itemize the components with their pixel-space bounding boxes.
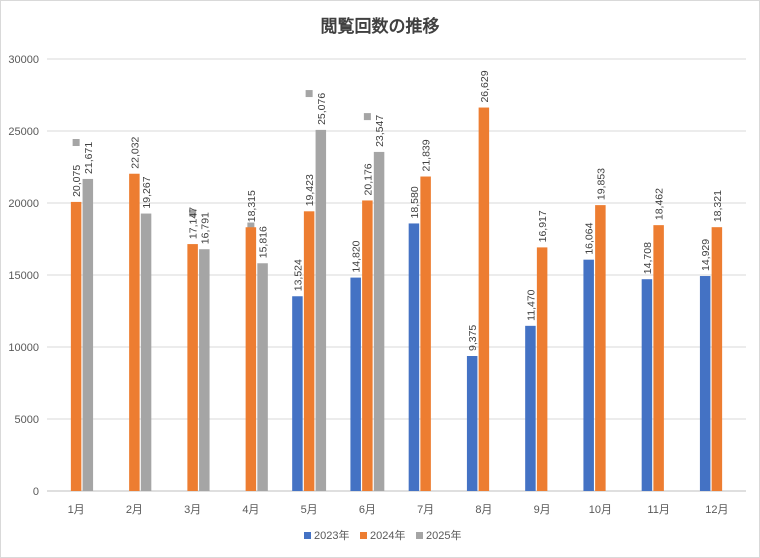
- legend-swatch: [360, 532, 367, 539]
- data-label: 18,580: [409, 186, 421, 218]
- bar: [257, 263, 268, 491]
- data-label: 20,075: [71, 165, 83, 197]
- y-tick-label: 15000: [8, 270, 39, 282]
- x-tick-label: 1月: [68, 504, 85, 516]
- data-label: 16,064: [584, 222, 596, 254]
- bar: [711, 227, 723, 491]
- bar: [420, 176, 431, 491]
- x-tick-label: 12月: [705, 504, 728, 516]
- y-tick-label: 5000: [15, 414, 39, 426]
- bar: [595, 205, 606, 491]
- data-label: 22,032: [129, 136, 141, 168]
- y-tick-label: 20000: [8, 198, 39, 210]
- data-label: 15,816: [258, 226, 270, 258]
- data-label: 11,470: [525, 289, 537, 320]
- marker-point: [305, 90, 313, 98]
- x-axis-ticks: 1月 2月 3月 4月 5月 6月 7月 8月 9月 10月 11月 12月: [68, 504, 729, 516]
- data-label: 21,839: [421, 139, 433, 171]
- x-tick-label: 10月: [589, 504, 612, 516]
- data-label: 19,423: [304, 174, 316, 206]
- marker-point: [363, 113, 371, 121]
- legend-swatch: [416, 532, 423, 539]
- bar: [245, 227, 257, 491]
- chart-title: 閲覧回数の推移: [321, 16, 440, 37]
- legend-label: 2023年: [314, 528, 349, 542]
- data-label: 16,791: [199, 212, 211, 244]
- data-label: 26,629: [479, 70, 491, 102]
- bar: [303, 211, 315, 491]
- bar: [129, 173, 140, 491]
- data-label: 14,929: [700, 239, 712, 271]
- bar: [140, 213, 152, 491]
- x-tick-label: 7月: [417, 504, 434, 516]
- bar: [199, 249, 210, 491]
- data-label: 25,076: [316, 93, 328, 125]
- y-tick-label: 30000: [8, 54, 39, 66]
- bar: [408, 223, 420, 491]
- data-label: 18,321: [712, 190, 724, 222]
- bar: [525, 325, 536, 491]
- data-label: 19,853: [595, 168, 607, 200]
- gridlines: [47, 58, 746, 492]
- x-tick-label: 11月: [647, 504, 669, 516]
- bar: [466, 356, 478, 491]
- data-label: 21,671: [83, 142, 95, 174]
- y-tick-label: 0: [33, 486, 39, 498]
- data-label: 13,524: [292, 259, 304, 291]
- x-tick-label: 8月: [475, 504, 492, 516]
- legend-label: 2025年: [426, 528, 461, 542]
- marker-point: [247, 222, 255, 230]
- bar: [82, 178, 94, 491]
- x-tick-label: 4月: [242, 504, 259, 516]
- data-label: 19,267: [141, 176, 153, 208]
- data-labels: 13,524 14,820 18,580 9,375 11,470 16,064 14,70…: [71, 70, 724, 351]
- data-label: 20,176: [362, 163, 374, 195]
- x-tick-label: 2月: [126, 504, 143, 516]
- bar: [187, 244, 198, 491]
- legend: 2023年 2024年 2025年: [304, 528, 461, 542]
- bar: [315, 129, 327, 492]
- y-tick-label: 10000: [8, 342, 39, 354]
- data-label: 23,547: [374, 115, 386, 147]
- data-label: 9,375: [467, 325, 479, 351]
- x-tick-label: 3月: [184, 504, 201, 516]
- legend-label: 2024年: [370, 528, 405, 542]
- y-tick-label: 25000: [8, 126, 39, 138]
- bar: [536, 247, 548, 491]
- y-axis-ticks: 0 5000 10000 15000 20000 25000 30000: [8, 54, 39, 498]
- bar: [362, 200, 373, 491]
- data-label: 18,315: [246, 190, 258, 222]
- data-label: 14,708: [642, 242, 654, 274]
- x-tick-label: 6月: [359, 504, 376, 516]
- bar: [350, 277, 361, 491]
- bar: [653, 225, 664, 491]
- legend-swatch: [304, 532, 311, 539]
- marker-point: [72, 139, 80, 147]
- data-label: 16,917: [537, 210, 549, 242]
- bar: [641, 279, 653, 491]
- marker-point: [189, 209, 197, 217]
- bar: [292, 296, 303, 491]
- data-label: 18,462: [654, 188, 666, 220]
- x-tick-label: 9月: [534, 504, 551, 516]
- bar: [373, 151, 385, 491]
- bar: [699, 276, 711, 491]
- data-label: 17,147: [188, 207, 200, 239]
- bar: [583, 259, 594, 491]
- bar: [70, 201, 82, 492]
- x-tick-label: 5月: [301, 504, 318, 516]
- bars: [70, 107, 723, 492]
- bar: [478, 107, 490, 492]
- data-label: 14,820: [351, 240, 363, 272]
